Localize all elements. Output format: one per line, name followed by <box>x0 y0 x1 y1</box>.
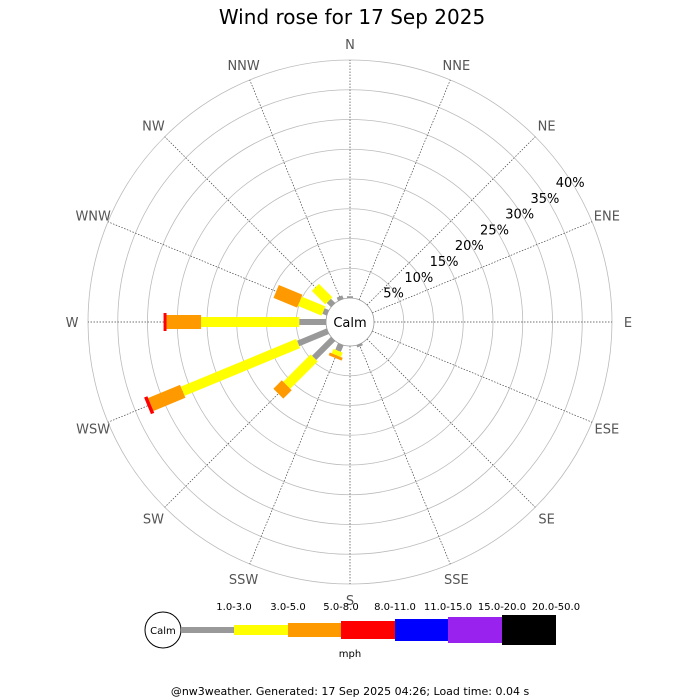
legend: Calm 1.0-3.0 3.0-5.0 5.0-8.0 8.0-11.0 11.0-15… <box>144 602 580 660</box>
direction-label-e: E <box>624 316 632 331</box>
spoke-ene <box>372 221 593 314</box>
bar-wnw-bin-0 <box>322 308 329 316</box>
percent-label-25: 25% <box>480 223 509 238</box>
percent-label-15: 15% <box>430 255 459 270</box>
legend-swatch-6 <box>502 615 556 645</box>
spoke-nnw <box>249 79 342 300</box>
legend-label-3: 8.0-11.0 <box>374 602 416 613</box>
legend-swatch-5 <box>448 617 502 643</box>
legend-label-2: 5.0-8.0 <box>323 602 358 613</box>
bar-wsw-bin-1 <box>180 338 301 396</box>
bar-nw-bin-1 <box>311 283 333 305</box>
bar-wsw-bin-0 <box>296 328 329 347</box>
direction-label-ene: ENE <box>594 210 620 225</box>
legend-label-4: 11.0-15.0 <box>424 602 472 613</box>
direction-label-w: W <box>66 316 79 331</box>
spoke-nw <box>164 136 334 306</box>
direction-label-sw: SW <box>143 513 164 528</box>
bar-nnw-bin-0 <box>336 295 344 301</box>
direction-label-wnw: WNW <box>75 210 111 225</box>
legend-label-5: 15.0-20.0 <box>478 602 526 613</box>
direction-label-nnw: NNW <box>227 59 259 74</box>
direction-label-wsw: WSW <box>76 422 110 437</box>
calm-circle <box>325 297 375 347</box>
direction-label-ne: NE <box>538 119 556 134</box>
bar-sw-bin-0 <box>311 336 336 361</box>
legend-label-0: 1.0-3.0 <box>216 602 251 613</box>
bar-wnw-bin-2 <box>273 284 303 308</box>
direction-label-se: SE <box>538 513 554 528</box>
bar-wsw-bin-3 <box>144 396 155 415</box>
direction-label-ese: ESE <box>594 422 619 437</box>
calm-center: Calm <box>325 297 375 347</box>
direction-label-s: S <box>346 594 354 609</box>
spoke-sse <box>358 344 451 565</box>
percent-label-40: 40% <box>556 176 585 191</box>
percent-labels: 5%10%15%20%25%30%35%40% <box>383 176 584 301</box>
direction-label-n: N <box>345 38 355 53</box>
spoke-nne <box>358 79 451 300</box>
bar-ssw-bin-2 <box>328 352 343 361</box>
legend-swatch-3 <box>341 621 395 639</box>
percent-label-20: 20% <box>455 239 484 254</box>
spoke-se <box>366 338 536 508</box>
percent-label-30: 30% <box>505 208 534 223</box>
direction-label-nw: NW <box>142 119 165 134</box>
spoke-ese <box>372 330 593 423</box>
bar-ssw-bin-0 <box>335 343 344 352</box>
spoke-ssw <box>249 344 342 565</box>
wind-bars <box>144 283 363 415</box>
legend-swatch-0 <box>181 627 234 633</box>
bar-nw-bin-0 <box>326 298 336 308</box>
percent-label-10: 10% <box>404 271 433 286</box>
direction-label-ssw: SSW <box>229 573 259 588</box>
chart-title: Wind rose for 17 Sep 2025 <box>219 5 485 29</box>
direction-label-sse: SSE <box>444 573 469 588</box>
bar-ssw-bin-1 <box>331 348 343 358</box>
legend-swatch-2 <box>288 623 341 637</box>
direction-label-nne: NNE <box>443 59 471 74</box>
spoke-ne <box>366 136 536 306</box>
bar-sw-bin-2 <box>273 380 292 399</box>
footer-text: @nw3weather. Generated: 17 Sep 2025 04:2… <box>171 685 530 698</box>
calm-label: Calm <box>333 316 366 331</box>
legend-label-1: 3.0-5.0 <box>270 602 305 613</box>
bar-sw-bin-1 <box>283 354 318 389</box>
percent-label-35: 35% <box>531 192 560 207</box>
direction-labels: N NNE NE ENE E ESE SE SSE S SSW SW WSW W WNW NW NNW <box>66 38 633 609</box>
bar-wsw-bin-2 <box>148 384 186 411</box>
legend-swatch-4 <box>395 619 448 641</box>
bar-wnw-bin-1 <box>297 296 326 316</box>
legend-calm-label: Calm <box>150 626 176 637</box>
percent-label-5: 5% <box>383 287 404 302</box>
legend-label-6: 20.0-50.0 <box>532 602 580 613</box>
legend-swatch-1 <box>234 625 288 635</box>
legend-units: mph <box>339 649 361 660</box>
